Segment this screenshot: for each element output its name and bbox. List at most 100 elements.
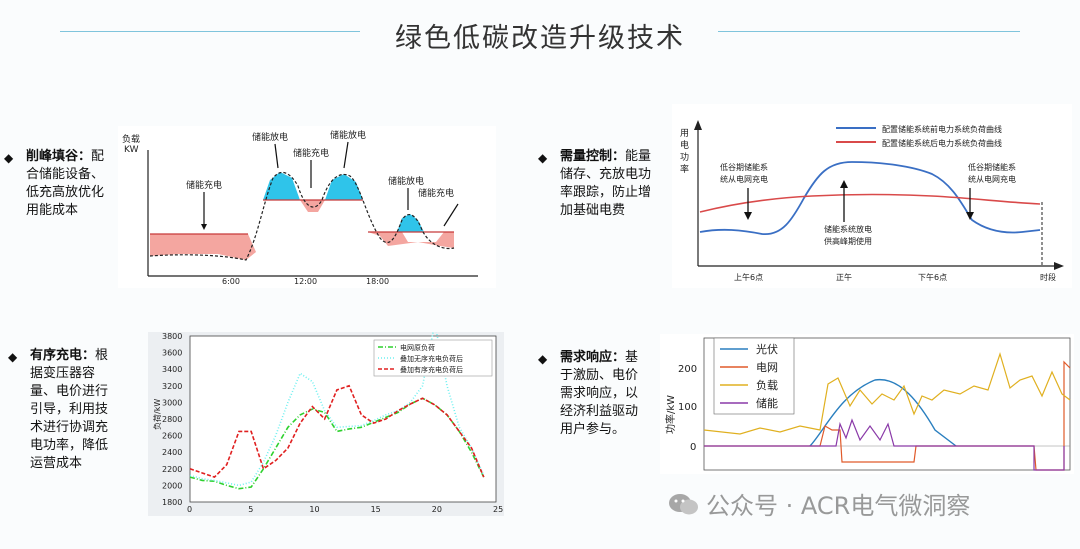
- chart3-legend-label: 电网原负荷: [400, 343, 435, 352]
- chart1-annotation: 储能充电: [186, 179, 222, 191]
- section-head: 有序充电：: [30, 348, 96, 363]
- chart1-ylabel-line1: 负载: [122, 133, 140, 145]
- chart3-xtick-label: 15: [371, 505, 381, 514]
- chart3-ytick-label: 3400: [162, 365, 182, 374]
- chart4-legend-label: 光伏: [756, 342, 778, 356]
- storage-curve: [704, 418, 1065, 471]
- section-body: 配合储能设备、低充高放优化用能成本: [26, 149, 105, 218]
- chart2-annotation-mid: 储能系统放电供高峰期使用: [824, 224, 872, 246]
- demand-response-svg: 功率/kW 200 100 0 光伏 电网 负载 储能: [664, 337, 1071, 471]
- discharge-area-2: [325, 174, 363, 200]
- chart1-annotation: 储能放电: [252, 131, 288, 143]
- peak-shaving-chart: 负载 KW 储能充电 储能放电 储能充电 储能放电 储能放电 储能充电 6:00…: [118, 126, 496, 288]
- section-head: 需量控制：: [560, 149, 626, 164]
- chart2-arrow-head: [744, 212, 752, 220]
- section-peak-shaving: ◆ 削峰填谷：配合储能设备、低充高放优化用能成本: [4, 148, 112, 220]
- chart3-ytick-label: 3000: [162, 398, 182, 407]
- diamond-bullet-icon: ◆: [4, 151, 14, 165]
- chart3-xtick-label: 20: [432, 505, 442, 514]
- load-curve: [703, 351, 1071, 435]
- chart1-xtick: 18:00: [366, 277, 389, 286]
- chart3-ytick-label: 2200: [162, 465, 182, 474]
- section-demand-control: ◆ 需量控制：能量储存、充放电功率跟踪，防止增加基础电费: [538, 148, 660, 220]
- demand-control-chart: 用电功率 配置储能系统前电力系统负荷曲线 配置储能系统后电力系统负荷曲线 低谷期…: [672, 104, 1072, 288]
- charge-area-2: [300, 200, 325, 212]
- orderly-charging-chart: 负荷/kW 3800 3600 3400 3200 3000 2800 2600 2400 22…: [148, 323, 504, 516]
- chart3-ytick-label: 1800: [162, 498, 182, 507]
- chart2-x-arrow: [1054, 262, 1064, 270]
- chart2-xtick: 正午: [836, 272, 852, 282]
- watermark: 公众号 · ACR电气微洞察: [668, 486, 970, 521]
- title-line-left: [60, 31, 360, 32]
- chart4-legend-label: 电网: [756, 361, 778, 374]
- section-body: 能量储存、充放电功率跟踪，防止增加基础电费: [560, 149, 652, 218]
- chart2-xtick: 上午6点: [734, 272, 763, 282]
- charge-area-1: [150, 234, 256, 260]
- diamond-bullet-icon: ◆: [8, 350, 18, 364]
- original-load-curve: [149, 171, 455, 261]
- section-demand-response: ◆ 需求响应：基于激励、电价需求响应，以经济利益驱动用户参与。: [538, 349, 648, 439]
- page-title: 绿色低碳改造升级技术: [395, 23, 685, 54]
- chart1-arrow: [443, 203, 459, 227]
- orderly-charging-svg: 负荷/kW 3800 3600 3400 3200 3000 2800 2600 2400 22…: [152, 323, 503, 514]
- chart1-annotation: 储能充电: [293, 147, 329, 159]
- title-line-right: [718, 31, 1020, 32]
- chart4-ylabel: 功率/kW: [664, 395, 677, 434]
- chart3-xtick-label: 0: [187, 505, 192, 514]
- chart3-legend-label: 叠加有序充电负荷后: [400, 365, 463, 374]
- chart2-annotation-left: 低谷期储能系统从电网充电: [720, 162, 768, 184]
- chart2-ylabel: 用电功率: [680, 128, 689, 175]
- chart4-ytick: 100: [678, 402, 697, 413]
- chart3-xtick-label: 10: [309, 505, 319, 514]
- chart3-ytick-label: 2000: [162, 481, 182, 490]
- charge-area-3: [368, 232, 454, 248]
- section-head: 需求响应：: [560, 350, 626, 365]
- chart2-xtick: 下午6点: [918, 272, 947, 282]
- chart1-ylabel-line2: KW: [124, 145, 139, 155]
- diamond-bullet-icon: ◆: [538, 151, 548, 165]
- chart2-arrow-head: [966, 212, 974, 220]
- chart4-ytick: 200: [678, 364, 697, 375]
- chart1-annotation: 储能放电: [330, 129, 366, 141]
- section-body: 基于激励、电价需求响应，以经济利益驱动用户参与。: [560, 350, 639, 437]
- legend-label-after: 配置储能系统后电力系统负荷曲线: [882, 138, 1002, 148]
- discharge-area-1: [263, 172, 300, 200]
- demand-control-svg: 用电功率 配置储能系统前电力系统负荷曲线 配置储能系统后电力系统负荷曲线 低谷期…: [680, 120, 1064, 282]
- chart1-annotation: 储能充电: [418, 187, 454, 199]
- before-curve: [699, 161, 1041, 235]
- chart3-ytick-label: 2600: [162, 432, 182, 441]
- diamond-bullet-icon: ◆: [538, 352, 548, 366]
- chart3-xticks: 0 5 10 15 20 25: [187, 505, 503, 514]
- chart1-annotation: 储能放电: [388, 175, 424, 187]
- legend-label-before: 配置储能系统前电力系统负荷曲线: [882, 124, 1002, 134]
- chart4-legend-label: 储能: [756, 396, 778, 410]
- chart1-xtick: 6:00: [222, 277, 240, 286]
- chart1-xtick: 12:00: [294, 277, 317, 286]
- after-curve: [699, 193, 1041, 213]
- chart3-series-line-2: [189, 384, 485, 479]
- peak-shaving-svg: 负载 KW 储能充电 储能放电 储能充电 储能放电 储能放电 储能充电 6:00…: [122, 129, 478, 286]
- chart3-legend-label: 叠加无序充电负荷后: [400, 354, 463, 363]
- chart3-ytick-label: 3200: [162, 382, 182, 391]
- section-head: 削峰填谷：: [26, 149, 92, 164]
- chart4-ytick: 0: [690, 442, 696, 453]
- chart4-legend-label: 负载: [756, 378, 778, 392]
- chart2-xtick: 时段: [1040, 272, 1056, 282]
- chart3-ylabel: 负荷/kW: [152, 399, 162, 430]
- chart3-legend: 电网原负荷 叠加无序充电负荷后 叠加有序充电负荷后: [373, 339, 493, 377]
- chart3-xtick-label: 5: [248, 505, 253, 514]
- chart3-ytick-label: 3800: [162, 332, 182, 341]
- section-body: 根据变压器容量、电价进行引导，利用技术进行协调充电功率，降低运营成本: [30, 348, 109, 471]
- chart3-series-line-0: [189, 397, 485, 490]
- demand-response-chart: 功率/kW 200 100 0 光伏 电网 负载 储能: [660, 334, 1074, 474]
- section-orderly-charging: ◆ 有序充电：根据变压器容量、电价进行引导，利用技术进行协调充电功率，降低运营成…: [8, 347, 118, 473]
- wechat-icon: [669, 493, 698, 514]
- chart2-arrow-head: [840, 180, 848, 188]
- chart2-y-arrow: [694, 120, 702, 130]
- watermark-text: 公众号 · ACR电气微洞察: [706, 492, 971, 520]
- chart3-ytick-label: 3600: [162, 349, 182, 358]
- discharge-area-3: [397, 214, 424, 232]
- chart3-ytick-label: 2400: [162, 448, 182, 457]
- chart3-series-lines: [189, 323, 485, 490]
- chart3-ytick-label: 2800: [162, 415, 182, 424]
